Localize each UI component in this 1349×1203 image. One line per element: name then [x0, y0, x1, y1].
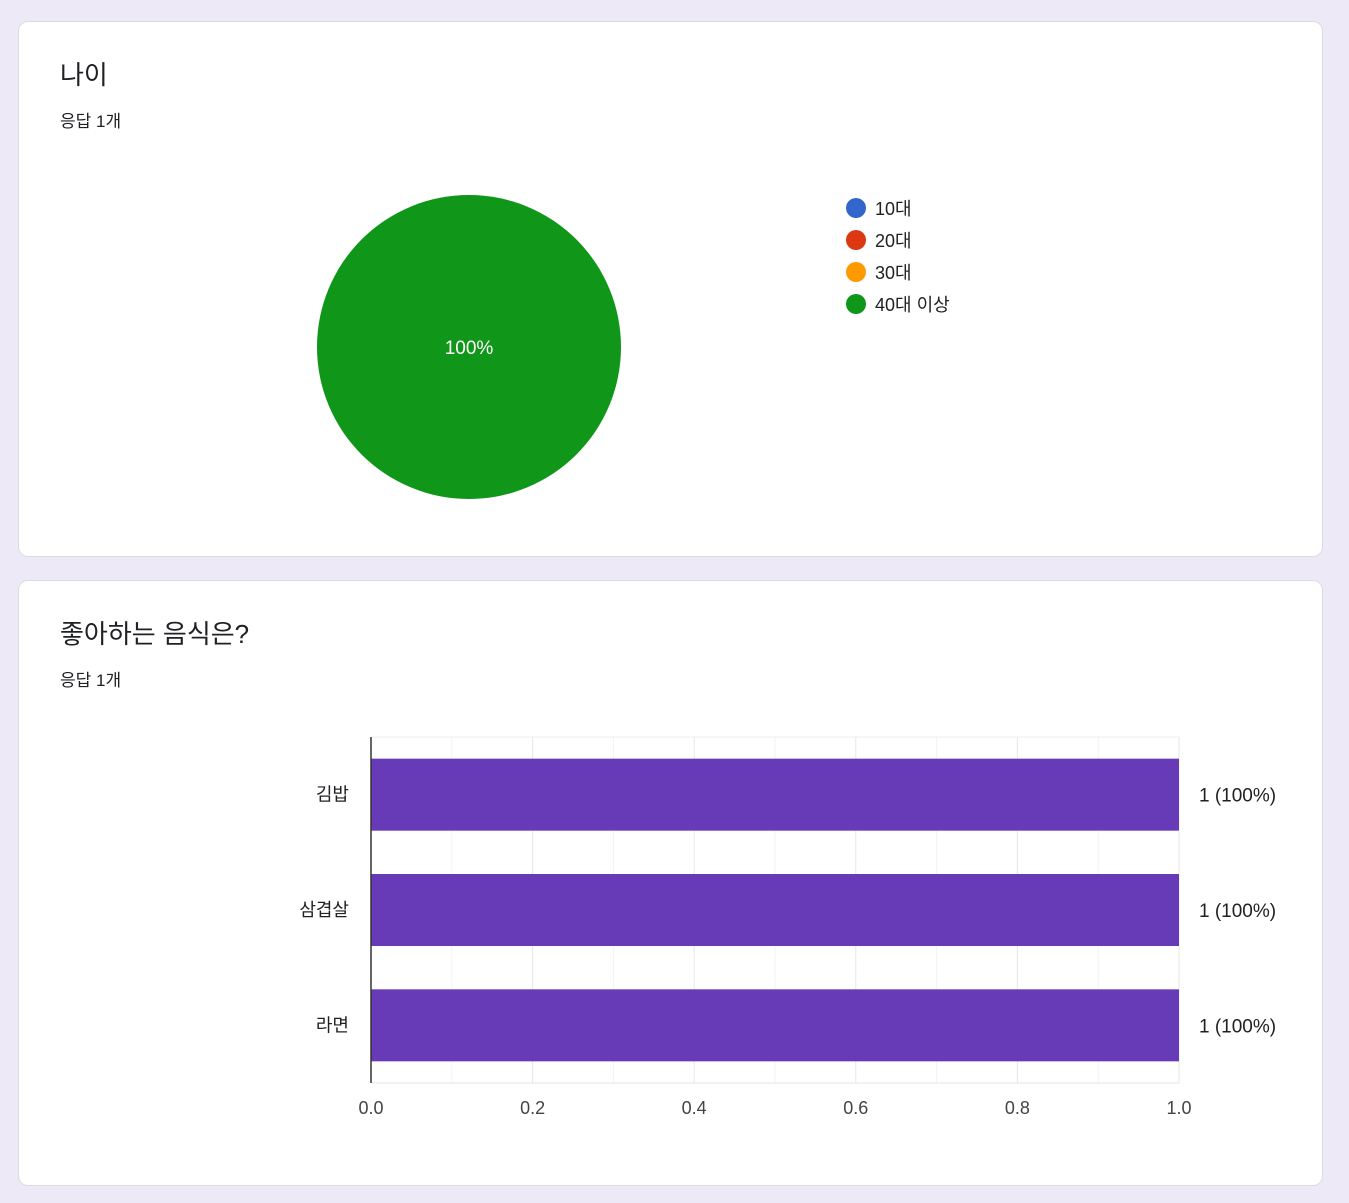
x-tick-label: 0.2: [520, 1098, 545, 1118]
legend-swatch: [846, 294, 866, 314]
food-question-card: 좋아하는 음식은? 응답 1개 0.0 0.2 0.4 0.6 0.8 1.0 김밥 1 (…: [18, 580, 1323, 1186]
legend-label: 30대: [875, 263, 912, 283]
legend-label: 40대 이상: [875, 295, 950, 315]
x-tick-label: 0.4: [682, 1098, 707, 1118]
pie-slice-label: 100%: [445, 338, 494, 359]
bar-value-label: 1 (100%): [1199, 1016, 1276, 1037]
x-tick-label: 0.6: [843, 1098, 868, 1118]
x-tick-label: 0.8: [1005, 1098, 1030, 1118]
bar: [371, 758, 1179, 831]
age-pie-chart: 100%: [317, 195, 621, 499]
bar-value-label: 1 (100%): [1199, 901, 1276, 922]
question-title: 나이: [60, 60, 108, 90]
age-chart-legend: 10대 20대 30대 40대 이상: [846, 192, 950, 320]
response-count: 응답 1개: [60, 671, 122, 690]
legend-item: 10대: [846, 192, 950, 224]
legend-swatch: [846, 230, 866, 250]
legend-item: 40대 이상: [846, 288, 950, 320]
category-label: 삼겹살: [299, 900, 349, 920]
bar-value-label: 1 (100%): [1199, 786, 1276, 807]
legend-item: 20대: [846, 224, 950, 256]
category-label: 김밥: [316, 785, 349, 805]
bar: [371, 874, 1179, 946]
pie-slice: [317, 195, 621, 499]
age-question-card: 나이 응답 1개 100% 10대 20대 30대 40대 이상: [18, 21, 1323, 557]
legend-swatch: [846, 262, 866, 282]
x-tick-label: 0.0: [358, 1098, 383, 1118]
category-label: 라면: [316, 1015, 349, 1035]
food-bar-chart: 0.0 0.2 0.4 0.6 0.8 1.0 김밥 1 (100%) 삼겹살 1 (100%)…: [299, 736, 1276, 1118]
legend-item: 30대: [846, 256, 950, 288]
question-title: 좋아하는 음식은?: [60, 619, 250, 649]
legend-label: 10대: [875, 199, 912, 219]
legend-swatch: [846, 198, 866, 218]
bar: [371, 989, 1179, 1062]
x-tick-label: 1.0: [1166, 1098, 1191, 1118]
response-count: 응답 1개: [60, 112, 122, 131]
legend-label: 20대: [875, 231, 912, 251]
